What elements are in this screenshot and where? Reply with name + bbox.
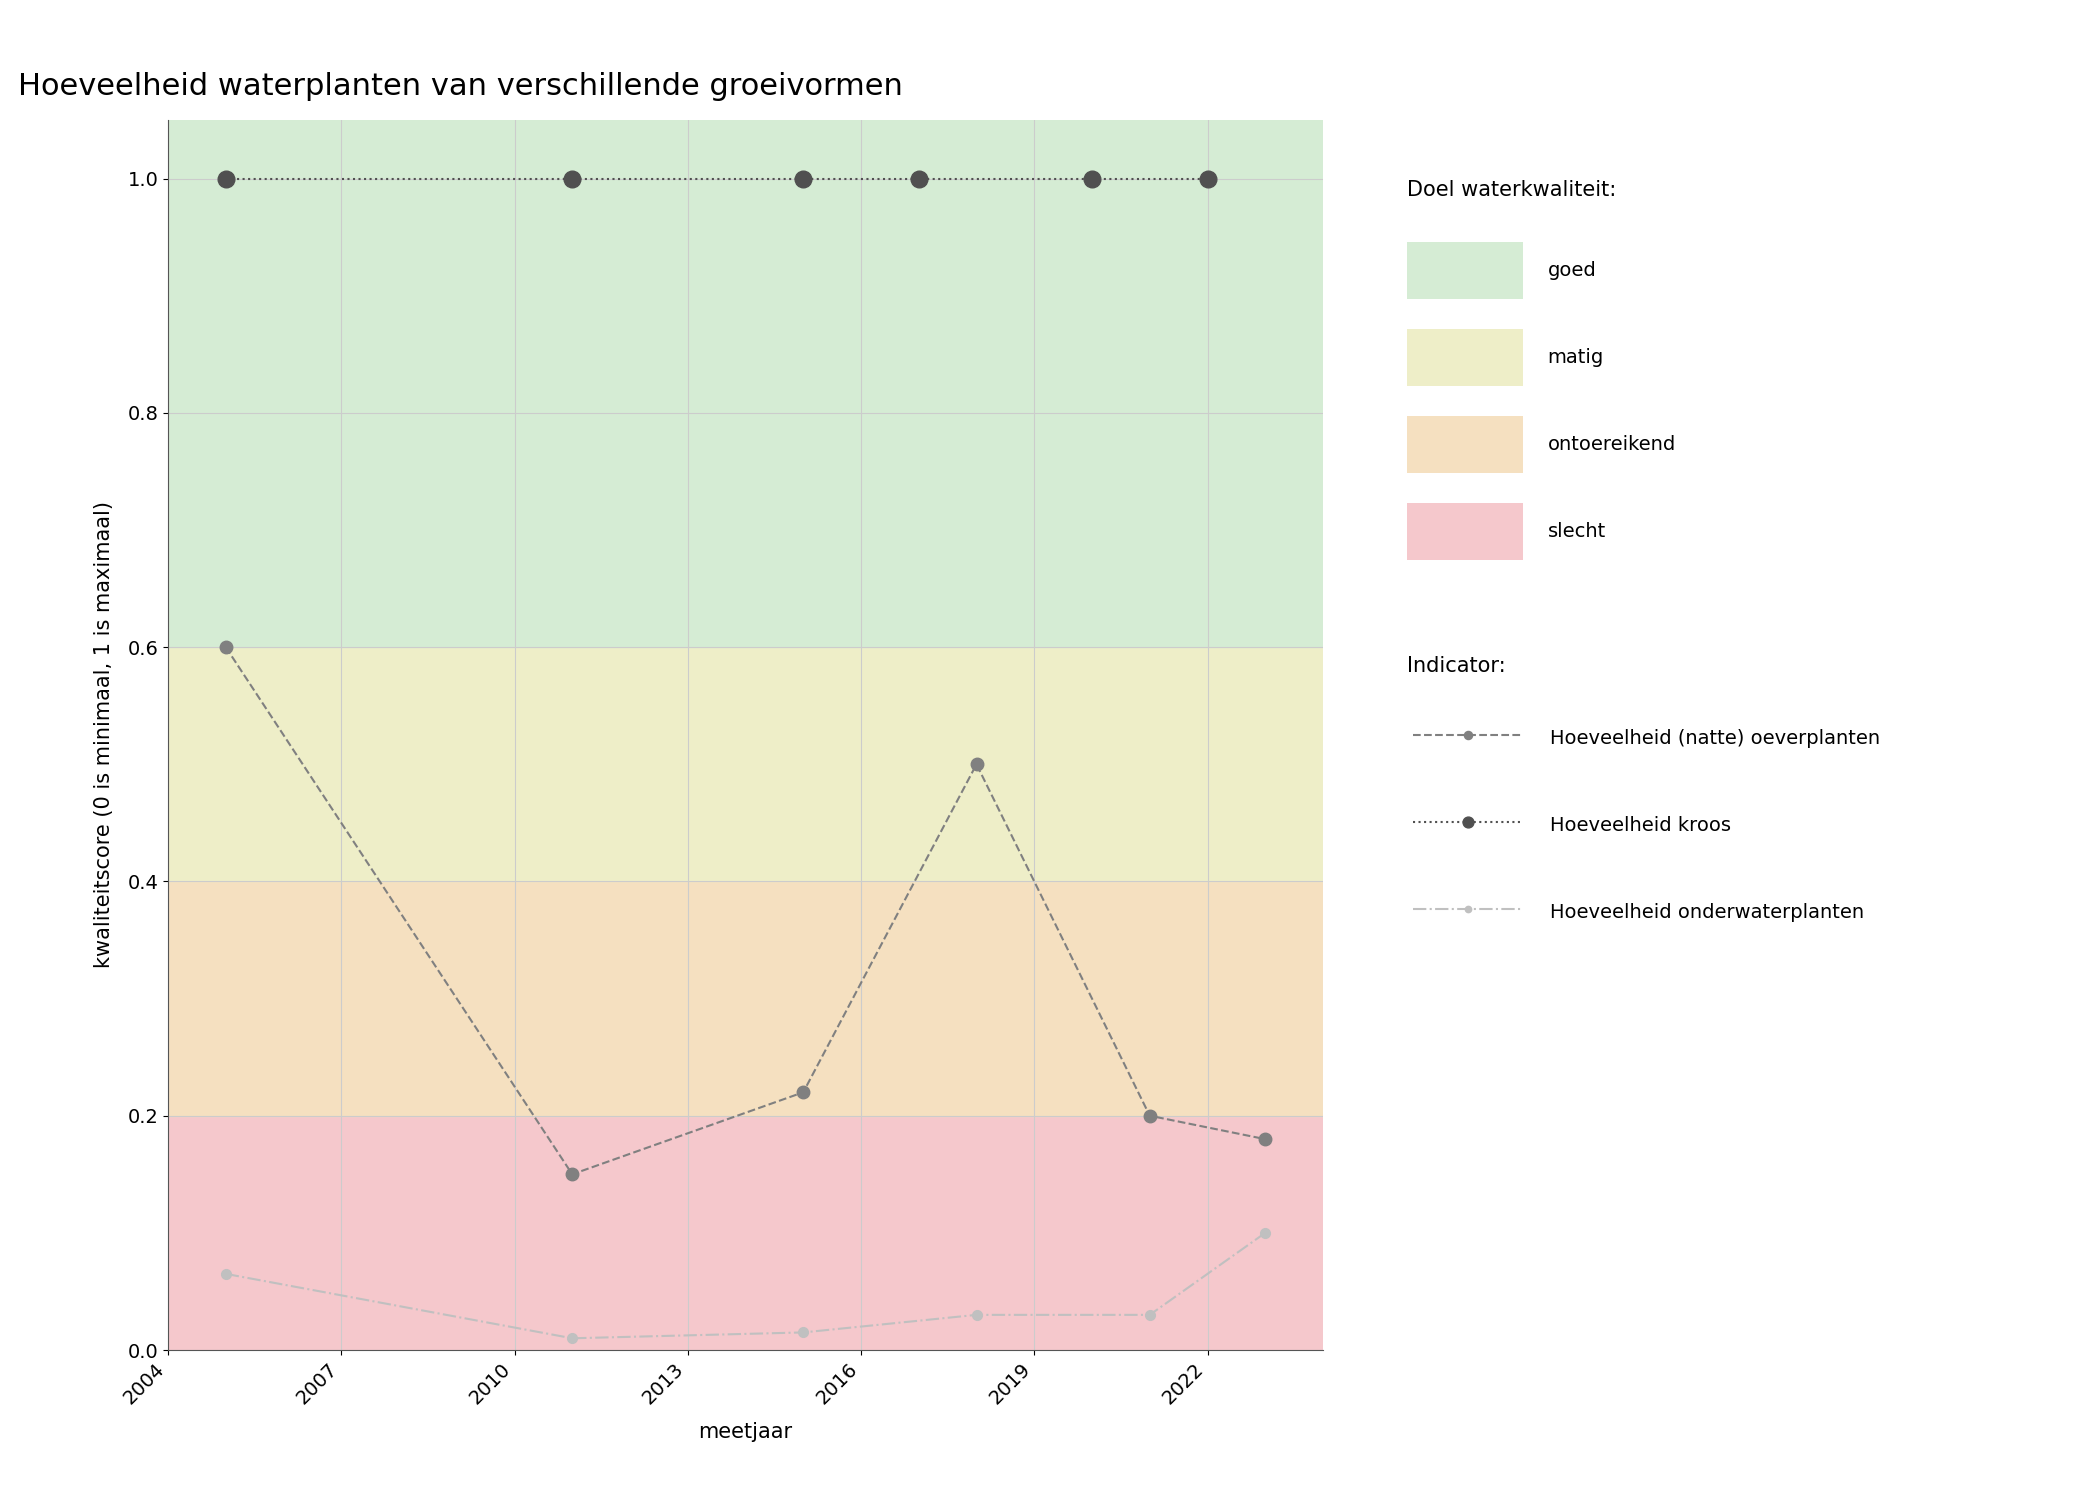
Text: Hoeveelheid (natte) oeverplanten: Hoeveelheid (natte) oeverplanten <box>1550 729 1880 747</box>
Text: Hoeveelheid onderwaterplanten: Hoeveelheid onderwaterplanten <box>1550 903 1865 921</box>
Y-axis label: kwaliteitscore (0 is minimaal, 1 is maximaal): kwaliteitscore (0 is minimaal, 1 is maxi… <box>94 501 113 969</box>
Text: Hoeveelheid kroos: Hoeveelheid kroos <box>1550 816 1730 834</box>
Text: Indicator:: Indicator: <box>1407 656 1506 675</box>
Bar <box>168 120 1323 646</box>
Text: goed: goed <box>1548 261 1596 279</box>
Text: slecht: slecht <box>1548 522 1606 540</box>
Text: matig: matig <box>1548 348 1604 366</box>
Text: Doel waterkwaliteit:: Doel waterkwaliteit: <box>1407 180 1617 200</box>
X-axis label: meetjaar: meetjaar <box>699 1422 792 1442</box>
Text: ontoereikend: ontoereikend <box>1548 435 1676 453</box>
Bar <box>168 646 1323 882</box>
Bar <box>168 882 1323 1116</box>
Bar <box>168 1116 1323 1350</box>
Text: Hoeveelheid waterplanten van verschillende groeivormen: Hoeveelheid waterplanten van verschillen… <box>17 72 903 100</box>
